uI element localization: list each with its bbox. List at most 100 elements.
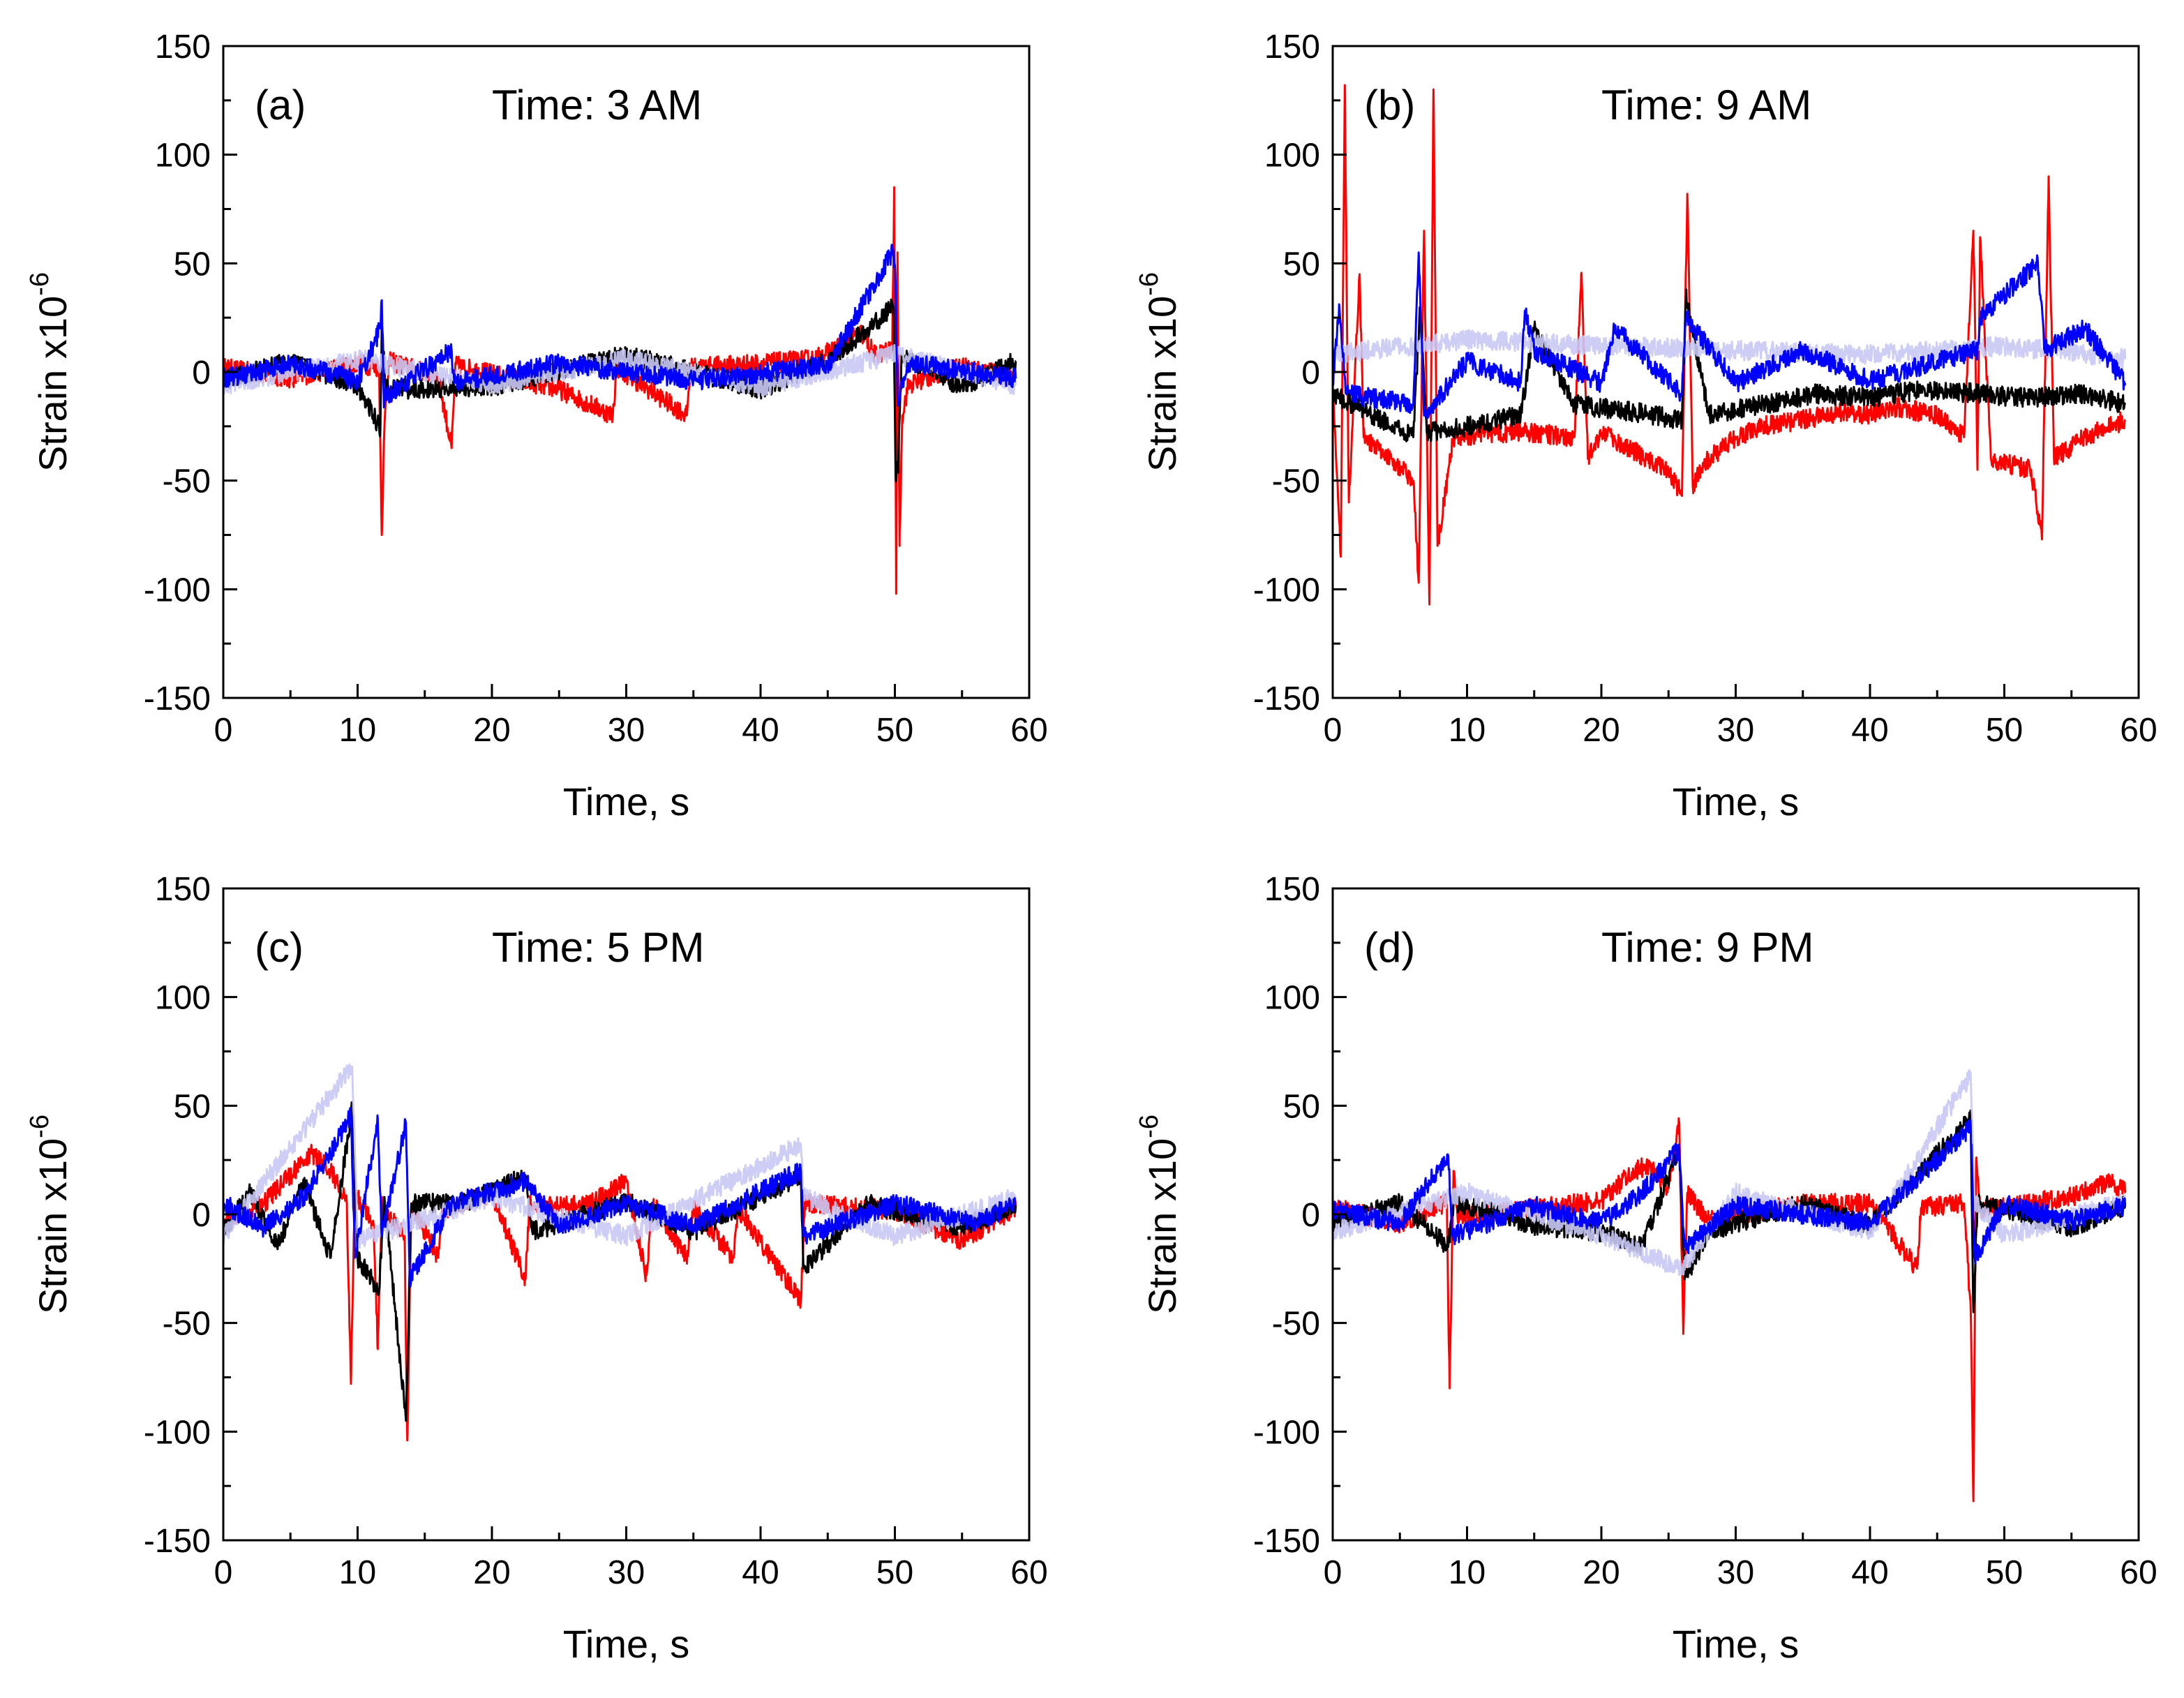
series-line bbox=[1333, 251, 2127, 419]
panel-label: (a) bbox=[255, 82, 306, 128]
series-group bbox=[1333, 1069, 2127, 1503]
y-tick-label: -100 bbox=[144, 1414, 211, 1451]
y-tick-label: 100 bbox=[1264, 980, 1320, 1017]
chart-panel: 0 10 20 30 40 50 60 150 100 50 0 -50 -100 -150 Time, s… bbox=[25, 29, 1048, 824]
x-tick-label: 30 bbox=[608, 1554, 645, 1591]
y-axis-title-text: Strain x10 bbox=[31, 296, 75, 472]
panel-title: Time: 3 AM bbox=[492, 82, 702, 128]
x-tick-label: 0 bbox=[214, 1554, 233, 1591]
panel-label: (d) bbox=[1364, 924, 1415, 971]
series-line bbox=[223, 1107, 1017, 1288]
series-line bbox=[1333, 1109, 2127, 1313]
y-axis-title-exponent: -6 bbox=[1135, 1115, 1164, 1138]
x-tick-label: 20 bbox=[1583, 1554, 1620, 1591]
y-axis-title: Strain x10-6 bbox=[1135, 272, 1184, 472]
y-axis-title-text: Strain x10 bbox=[1140, 296, 1184, 472]
y-axis-title-text: Strain x10 bbox=[1140, 1138, 1184, 1314]
x-axis-title: Time, s bbox=[1673, 1622, 1799, 1666]
panel-label: (b) bbox=[1364, 82, 1415, 128]
x-tick-label: 50 bbox=[876, 1554, 913, 1591]
panel-title: Time: 9 PM bbox=[1601, 924, 1813, 971]
y-tick-label: -50 bbox=[163, 1306, 211, 1343]
panel-label: (c) bbox=[255, 924, 304, 971]
y-tick-label: 150 bbox=[155, 29, 211, 66]
x-tick-label: 10 bbox=[339, 712, 376, 749]
y-tick-label: -50 bbox=[1272, 1306, 1320, 1343]
y-axis-title-group: Strain x10-6 bbox=[1135, 1115, 1184, 1314]
x-axis-title: Time, s bbox=[1673, 780, 1799, 824]
x-axis-title: Time, s bbox=[563, 1622, 689, 1666]
x-tick-label: 10 bbox=[1449, 1554, 1486, 1591]
x-tick-label: 30 bbox=[608, 712, 645, 749]
x-tick-label: 40 bbox=[1851, 712, 1888, 749]
y-tick-label: 50 bbox=[1283, 246, 1320, 283]
x-tick-label: 10 bbox=[339, 1554, 376, 1591]
y-tick-label: -50 bbox=[163, 463, 211, 500]
x-tick-label: 0 bbox=[1324, 1554, 1342, 1591]
y-tick-label: 0 bbox=[192, 1197, 211, 1234]
x-tick-label: 30 bbox=[1717, 712, 1754, 749]
x-tick-label: 60 bbox=[1010, 1554, 1047, 1591]
series-line bbox=[1333, 1117, 2127, 1503]
y-axis-title-exponent: -6 bbox=[25, 272, 54, 296]
y-axis-title-exponent: -6 bbox=[1135, 272, 1164, 296]
y-tick-label: -50 bbox=[1272, 463, 1320, 500]
y-tick-label: 150 bbox=[155, 871, 211, 908]
y-tick-label: -150 bbox=[1253, 1523, 1320, 1560]
y-axis-title-group: Strain x10-6 bbox=[1135, 272, 1184, 472]
series-group bbox=[223, 186, 1017, 595]
series-group bbox=[1333, 84, 2127, 606]
chart-panel: 0 10 20 30 40 50 60 150 100 50 0 -50 -100 -150 Time, s… bbox=[1135, 871, 2157, 1666]
y-axis-title: Strain x10-6 bbox=[1135, 1115, 1184, 1314]
y-tick-label: 0 bbox=[1301, 355, 1320, 392]
x-tick-label: 0 bbox=[214, 712, 233, 749]
y-tick-label: 50 bbox=[174, 1088, 211, 1125]
y-axis-title: Strain x10-6 bbox=[25, 272, 75, 472]
x-tick-label: 60 bbox=[2120, 712, 2157, 749]
y-axis-title: Strain x10-6 bbox=[25, 1115, 75, 1314]
y-tick-label: 50 bbox=[1283, 1088, 1320, 1125]
y-tick-label: 100 bbox=[155, 980, 211, 1017]
y-axis-title-text: Strain x10 bbox=[31, 1138, 75, 1314]
series-line bbox=[223, 1063, 1017, 1249]
series-line bbox=[1333, 288, 2127, 442]
y-tick-label: 0 bbox=[192, 355, 211, 392]
series-line bbox=[223, 1101, 1017, 1422]
series-line bbox=[223, 1143, 1017, 1442]
series-line bbox=[1333, 1119, 2127, 1265]
x-axis-title: Time, s bbox=[563, 780, 689, 824]
series-line bbox=[223, 244, 1017, 409]
series-line bbox=[1333, 329, 2127, 369]
y-axis-title-exponent: -6 bbox=[25, 1115, 54, 1138]
y-tick-label: -100 bbox=[144, 572, 211, 609]
x-tick-label: 40 bbox=[742, 1554, 779, 1591]
x-tick-label: 60 bbox=[2120, 1554, 2157, 1591]
y-tick-label: -100 bbox=[1253, 1414, 1320, 1451]
y-tick-label: -150 bbox=[1253, 680, 1320, 717]
y-tick-label: -100 bbox=[1253, 572, 1320, 609]
x-tick-label: 50 bbox=[876, 712, 913, 749]
x-tick-label: 40 bbox=[1851, 1554, 1888, 1591]
chart-panel: 0 10 20 30 40 50 60 150 100 50 0 -50 -100 -150 Time, s… bbox=[1135, 29, 2157, 824]
x-tick-label: 50 bbox=[1986, 712, 2023, 749]
y-tick-label: -150 bbox=[144, 680, 211, 717]
x-tick-label: 20 bbox=[1583, 712, 1620, 749]
x-tick-label: 60 bbox=[1010, 712, 1047, 749]
x-tick-label: 30 bbox=[1717, 1554, 1754, 1591]
y-tick-label: 150 bbox=[1264, 871, 1320, 908]
y-tick-label: 150 bbox=[1264, 29, 1320, 66]
y-tick-label: 50 bbox=[174, 246, 211, 283]
panel-title: Time: 5 PM bbox=[492, 924, 704, 971]
y-tick-label: 0 bbox=[1301, 1197, 1320, 1234]
y-axis-title-group: Strain x10-6 bbox=[25, 1115, 75, 1314]
x-tick-label: 40 bbox=[742, 712, 779, 749]
series-group bbox=[223, 1063, 1017, 1442]
chart-panel: 0 10 20 30 40 50 60 150 100 50 0 -50 -100 -150 Time, s… bbox=[25, 871, 1048, 1666]
y-tick-label: 100 bbox=[1264, 137, 1320, 174]
x-tick-label: 20 bbox=[473, 712, 510, 749]
x-tick-label: 50 bbox=[1986, 1554, 2023, 1591]
y-tick-label: -150 bbox=[144, 1523, 211, 1560]
x-tick-label: 10 bbox=[1449, 712, 1486, 749]
y-tick-label: 100 bbox=[155, 137, 211, 174]
